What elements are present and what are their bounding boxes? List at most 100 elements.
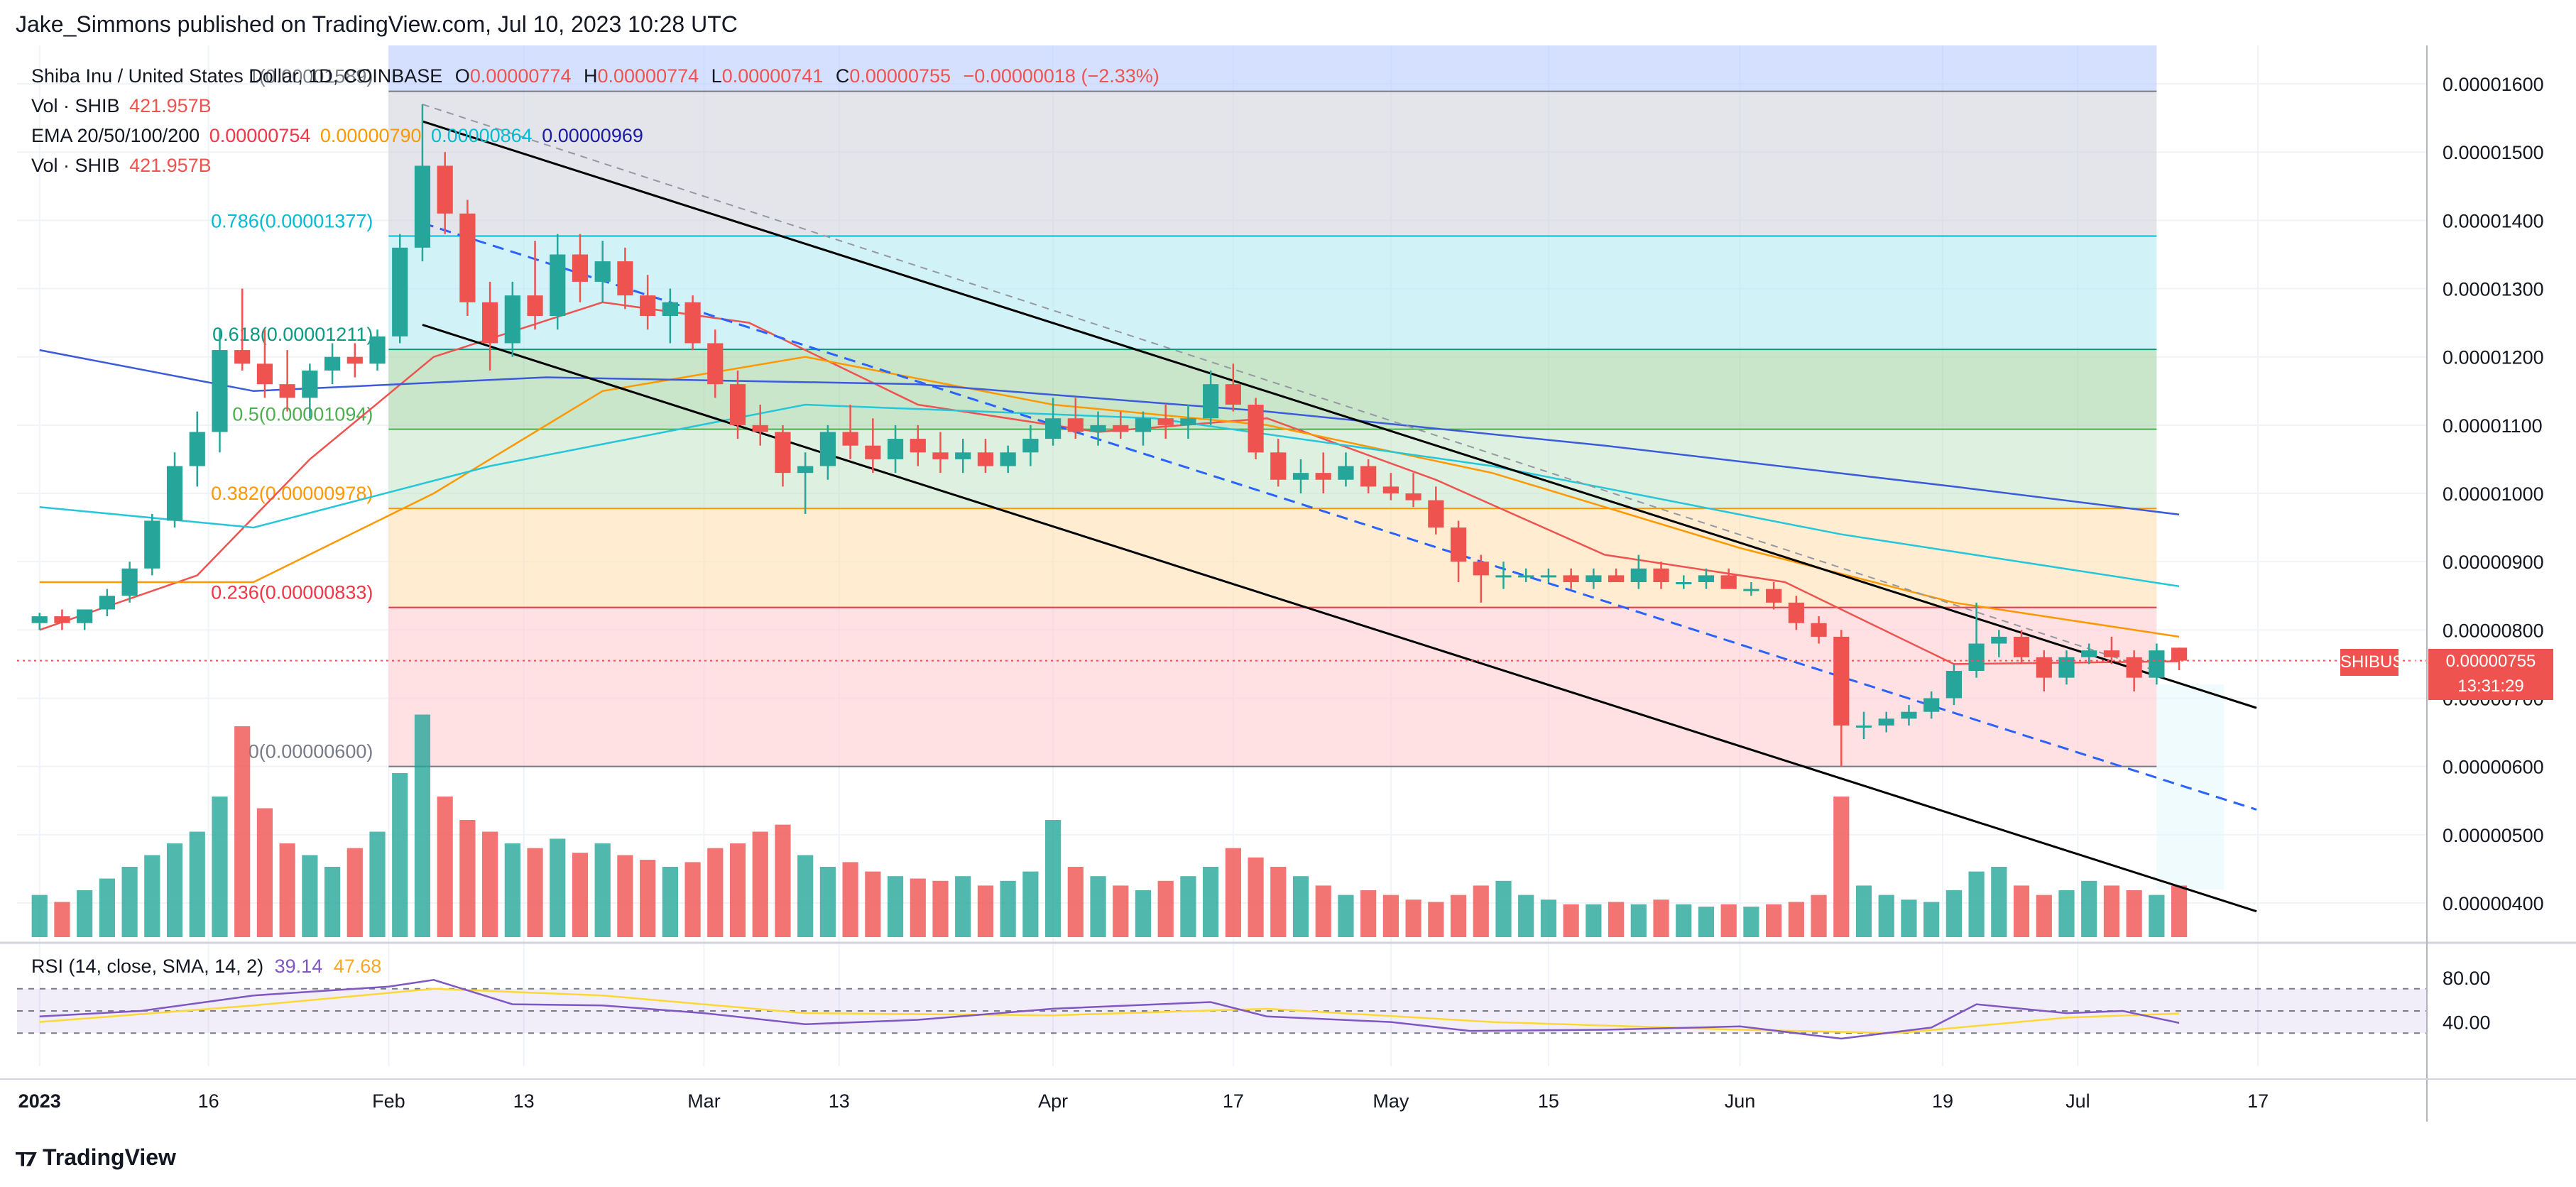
legend-volume-row[interactable]: Vol · SHIB 421.957B: [31, 91, 1159, 121]
volume-bar: [99, 878, 115, 937]
volume-bar: [234, 726, 251, 937]
volume-bar: [1382, 895, 1399, 937]
candle-body: [1901, 711, 1917, 719]
volume-bar: [166, 843, 183, 937]
price-tick-label: 0.00001300: [2443, 279, 2544, 300]
volume-bar: [1923, 902, 1940, 937]
price-tick-label: 0.00000500: [2443, 825, 2544, 846]
candle-body: [346, 356, 363, 364]
projection-box: [2156, 684, 2225, 890]
candle-body: [1586, 575, 1602, 582]
volume-label: Vol · SHIB: [31, 95, 120, 116]
candle-body: [414, 165, 431, 248]
rsi-tick-label: 40.00: [2443, 1012, 2491, 1034]
volume-bar: [1067, 867, 1084, 937]
time-tick-label: 15: [1538, 1090, 1559, 1112]
time-tick-label: 13: [829, 1090, 850, 1112]
candle-body: [1338, 466, 1354, 480]
volume-bar: [2103, 885, 2120, 937]
candle-body: [1180, 418, 1196, 425]
volume-bar: [1203, 867, 1219, 937]
ema-line: [39, 403, 2180, 588]
fib-level-label: 0.786(0.00001377): [211, 211, 373, 232]
ema100-value: 0.00000864: [431, 125, 533, 146]
volume-bar: [684, 862, 701, 937]
ohlc-change-value: −0.00000018 (−2.33%): [963, 65, 1159, 87]
candle-body: [1045, 418, 1061, 439]
volume-bar: [2058, 890, 2075, 937]
volume-bar: [1811, 895, 1827, 937]
volume-bar: [1495, 880, 1512, 937]
candle-body: [2126, 657, 2142, 678]
volume-bar: [1225, 848, 1241, 937]
volume-bar: [640, 860, 656, 937]
candle-body: [369, 336, 386, 364]
ohlc-close-value: 0.00000755: [849, 65, 951, 87]
legend-volume-row-2[interactable]: Vol · SHIB 421.957B: [31, 151, 1159, 180]
time-tick-label: Apr: [1038, 1090, 1068, 1112]
candle-body: [797, 466, 814, 474]
volume-bar: [2036, 895, 2052, 937]
candle-body: [302, 370, 318, 398]
price-tick-label: 0.00001500: [2443, 142, 2544, 163]
volume-value: 421.957B: [129, 95, 212, 116]
volume-bar: [572, 853, 589, 937]
fib-band: [388, 607, 2157, 767]
volume-bar: [1338, 895, 1354, 937]
candle-body: [887, 439, 904, 459]
volume-bar: [1270, 867, 1287, 937]
symbol-price-tag: SHIBUSD: [2340, 649, 2416, 676]
volume-bar: [1473, 885, 1489, 937]
ohlc-high-value: 0.00000774: [597, 65, 699, 87]
candle-body: [1653, 568, 1669, 582]
rsi-value: 39.14: [274, 956, 323, 977]
fib-level-label: 0.236(0.00000833): [211, 582, 373, 603]
fib-band: [388, 349, 2157, 430]
rsi-legend[interactable]: RSI (14, close, SMA, 14, 2) 39.14 47.68: [31, 956, 381, 978]
candle-body: [279, 384, 295, 398]
candle-body: [842, 432, 858, 446]
price-tick-label: 0.00001400: [2443, 210, 2544, 231]
volume-bar: [256, 808, 273, 937]
candle-body: [1495, 575, 1512, 578]
candle-body: [1000, 452, 1016, 466]
volume-bar: [189, 831, 205, 937]
candle-body: [121, 568, 138, 596]
ohlc-open-value: 0.00000774: [469, 65, 572, 87]
legend-ema-row[interactable]: EMA 20/50/100/200 0.00000754 0.00000790 …: [31, 121, 1159, 151]
candle-body: [1811, 623, 1827, 637]
volume-bar: [1788, 902, 1804, 937]
candle-body: [1968, 643, 1985, 671]
volume-bar: [729, 843, 746, 937]
volume-bar: [324, 867, 341, 937]
volume-bar: [1405, 899, 1421, 937]
candle-body: [1923, 698, 1940, 712]
fib-level-label: 0.618(0.00001211): [212, 324, 373, 345]
symbol-title[interactable]: Shiba Inu / United States Dollar, 1D, CO…: [31, 65, 443, 87]
volume-bar: [1901, 899, 1917, 937]
volume-bar: [1113, 885, 1129, 937]
last-price-value: 0.00000755: [2445, 652, 2536, 671]
bar-countdown: 13:31:29: [2457, 677, 2524, 696]
volume-bar: [77, 890, 93, 937]
fib-top-band: [388, 45, 2157, 92]
time-tick-label: 16: [198, 1090, 219, 1112]
candle-body: [1022, 439, 1039, 453]
volume-bar: [1315, 885, 1331, 937]
price-tick-label: 0.00001600: [2443, 74, 2544, 95]
candle-body: [1248, 405, 1264, 453]
tradingview-logo[interactable]: TradingView: [16, 1144, 176, 1171]
volume-bar: [1833, 797, 1850, 937]
volume-bar: [1045, 820, 1061, 937]
candle-body: [1563, 575, 1579, 582]
candle-body: [1945, 671, 1962, 699]
candle-body: [1113, 425, 1129, 432]
candle-body: [324, 356, 341, 371]
volume-bar: [346, 848, 363, 937]
candle-body: [1157, 418, 1174, 425]
channel-mid-line: [422, 221, 2257, 811]
volume-bar: [2081, 880, 2097, 937]
volume-bar: [369, 831, 386, 937]
ema20-value: 0.00000754: [209, 125, 311, 146]
